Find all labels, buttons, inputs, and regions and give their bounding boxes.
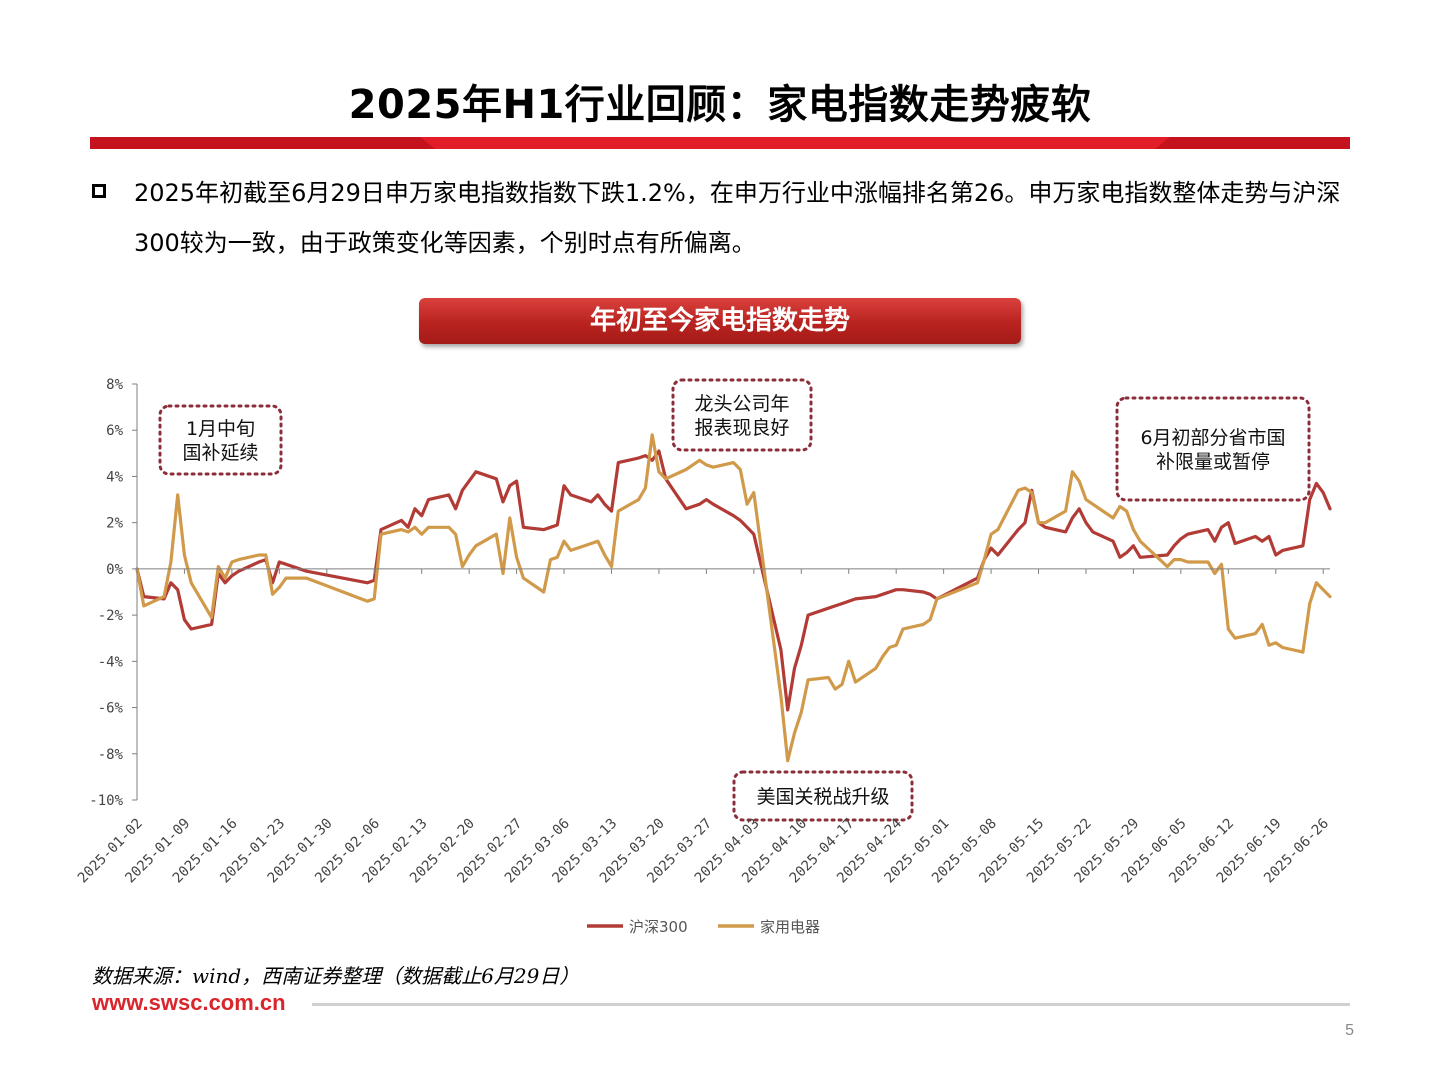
summary-text: 2025年初截至6月29日申万家电指数指数下跌1.2%，在申万行业中涨幅排名第2… bbox=[134, 179, 1341, 257]
annotation-text: 报表现良好 bbox=[694, 417, 789, 439]
annotation-text: 1月中旬 bbox=[186, 418, 255, 440]
y-tick-label: -2% bbox=[98, 608, 124, 624]
annotation-text: 美国关税战升级 bbox=[756, 786, 889, 808]
annotation-box bbox=[732, 770, 914, 822]
y-tick-label: -6% bbox=[98, 701, 124, 717]
footer-divider bbox=[312, 1003, 1350, 1006]
title-divider bbox=[90, 137, 1350, 149]
annotation-text: 龙头公司年 bbox=[694, 393, 789, 415]
website-link[interactable]: www.swsc.com.cn bbox=[92, 990, 286, 1015]
y-tick-label: -10% bbox=[89, 793, 123, 809]
annotation-text: 6月初部分省市国 bbox=[1140, 427, 1285, 449]
y-tick-label: 4% bbox=[106, 469, 123, 485]
y-tick-label: 2% bbox=[106, 516, 123, 532]
series-line-hs300 bbox=[135, 449, 1332, 712]
y-tick-label: 0% bbox=[106, 562, 123, 578]
annotation-text: 国补延续 bbox=[182, 442, 258, 464]
annotation-text: 补限量或暂停 bbox=[1156, 451, 1270, 473]
page-number: 5 bbox=[1345, 1022, 1354, 1039]
chart-banner: 年初至今家电指数走势 bbox=[419, 298, 1021, 344]
annotation-box bbox=[1115, 396, 1311, 502]
y-tick-label: -8% bbox=[98, 747, 124, 763]
annotation-box bbox=[158, 404, 283, 476]
data-source-note: 数据来源：wind，西南证券整理（数据截止6月29日） bbox=[92, 964, 580, 988]
legend-label: 沪深300 bbox=[629, 918, 688, 936]
series-line-appliance bbox=[135, 433, 1332, 763]
y-tick-label: 8% bbox=[106, 377, 123, 393]
page-title: 2025年H1行业回顾：家电指数走势疲软 bbox=[348, 82, 1092, 128]
y-tick-label: 6% bbox=[106, 423, 123, 439]
y-tick-label: -4% bbox=[98, 654, 124, 670]
bullet-square-icon bbox=[92, 184, 106, 198]
annotation-box bbox=[671, 378, 813, 452]
legend-label: 家用电器 bbox=[760, 918, 820, 936]
annotation-callout: 美国关税战升级 bbox=[732, 770, 914, 822]
